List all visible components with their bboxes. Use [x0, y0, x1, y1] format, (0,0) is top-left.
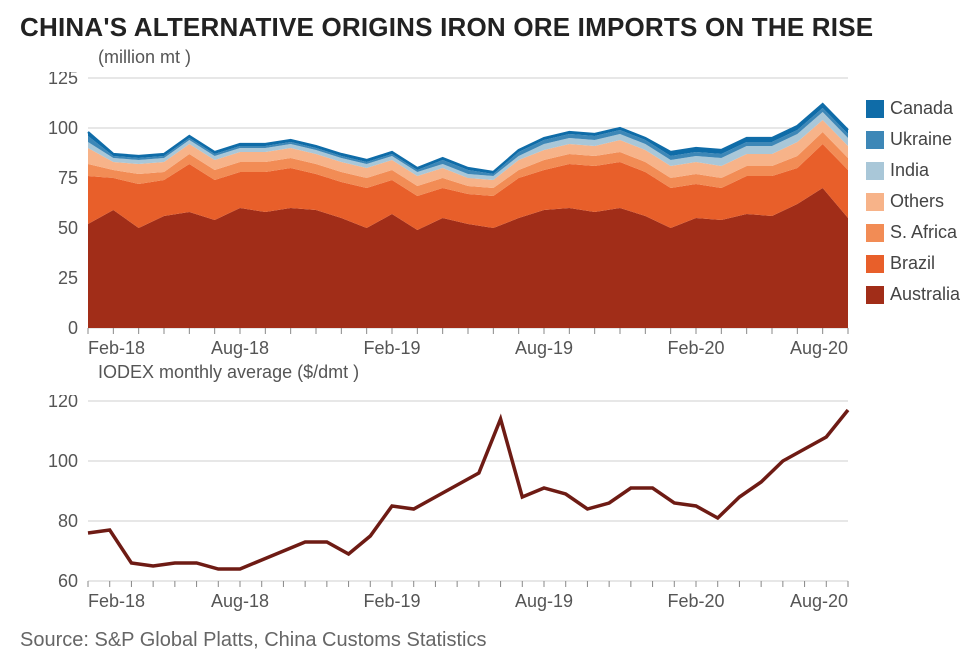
legend-label: S. Africa: [890, 222, 957, 243]
legend-item-canada: Canada: [866, 98, 960, 119]
svg-text:80: 80: [58, 511, 78, 531]
legend-swatch-icon: [866, 131, 884, 149]
legend-label: Ukraine: [890, 129, 952, 150]
legend-label: Brazil: [890, 253, 935, 274]
svg-text:100: 100: [48, 451, 78, 471]
legend-label: Others: [890, 191, 944, 212]
legend-swatch-icon: [866, 193, 884, 211]
svg-text:Feb-18: Feb-18: [88, 591, 145, 611]
chart1-subtitle: (million mt ): [98, 47, 962, 68]
svg-text:Feb-19: Feb-19: [363, 591, 420, 611]
svg-text:Aug-20: Aug-20: [790, 591, 848, 611]
svg-text:Feb-18: Feb-18: [88, 338, 145, 358]
svg-text:Feb-19: Feb-19: [363, 338, 420, 358]
page-title: CHINA'S ALTERNATIVE ORIGINS IRON ORE IMP…: [20, 12, 962, 43]
legend-swatch-icon: [866, 286, 884, 304]
svg-text:Aug-19: Aug-19: [515, 591, 573, 611]
svg-text:0: 0: [68, 318, 78, 338]
legend-item-brazil: Brazil: [866, 253, 960, 274]
svg-text:60: 60: [58, 571, 78, 591]
svg-text:50: 50: [58, 218, 78, 238]
svg-text:Feb-20: Feb-20: [667, 338, 724, 358]
legend-label: India: [890, 160, 929, 181]
svg-text:Aug-20: Aug-20: [790, 338, 848, 358]
svg-text:Feb-20: Feb-20: [667, 591, 724, 611]
line-chart: 60 80 100 120 Feb-18 Aug-18 Feb-19 Aug-19 Feb-20…: [18, 395, 858, 615]
iodex-line: [88, 410, 848, 569]
chart1-legend: Canada Ukraine India Others S. Africa Brazil A…: [858, 72, 960, 362]
svg-text:25: 25: [58, 268, 78, 288]
legend-item-india: India: [866, 160, 960, 181]
svg-text:Aug-18: Aug-18: [211, 591, 269, 611]
svg-text:Aug-18: Aug-18: [211, 338, 269, 358]
legend-label: Australia: [890, 284, 960, 305]
legend-swatch-icon: [866, 224, 884, 242]
legend-item-others: Others: [866, 191, 960, 212]
source-text: Source: S&P Global Platts, China Customs…: [20, 629, 962, 652]
legend-item-ukraine: Ukraine: [866, 129, 960, 150]
svg-text:75: 75: [58, 168, 78, 188]
chart2-subtitle: IODEX monthly average ($/dmt ): [98, 362, 962, 383]
legend-label: Canada: [890, 98, 953, 119]
legend-item-australia: Australia: [866, 284, 960, 305]
svg-text:100: 100: [48, 118, 78, 138]
stacked-area-chart: 0 25 50 75 100 125 Feb-18 Aug-18 Feb-19 Aug-19 Feb…: [18, 72, 858, 362]
svg-text:120: 120: [48, 395, 78, 411]
legend-swatch-icon: [866, 162, 884, 180]
svg-text:125: 125: [48, 72, 78, 88]
legend-swatch-icon: [866, 255, 884, 273]
legend-swatch-icon: [866, 100, 884, 118]
svg-text:Aug-19: Aug-19: [515, 338, 573, 358]
legend-item-s-africa: S. Africa: [866, 222, 960, 243]
